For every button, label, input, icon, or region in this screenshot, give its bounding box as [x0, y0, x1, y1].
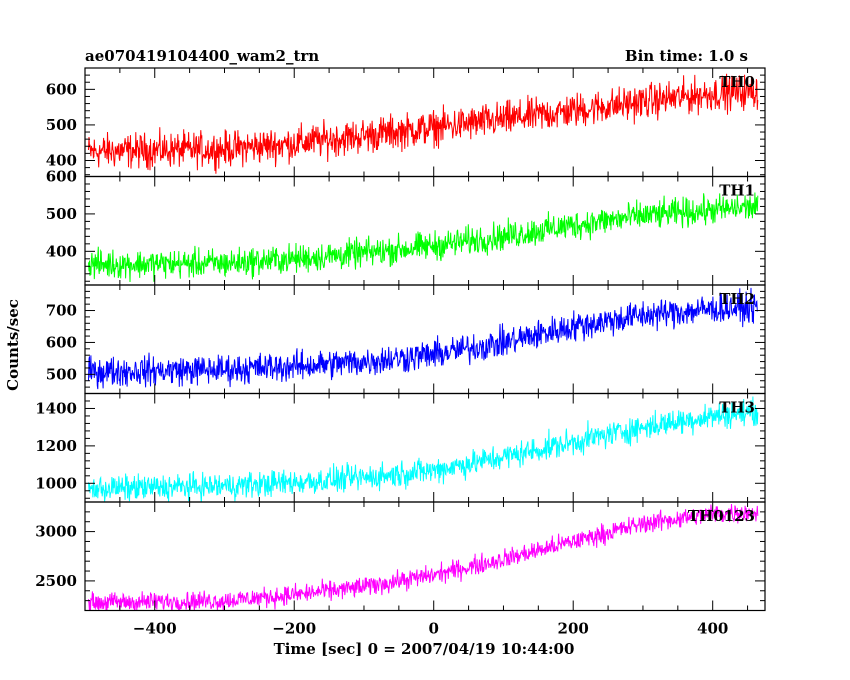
- x-tick-label: 200: [558, 620, 589, 638]
- bin-time-label: Bin time: 1.0 s: [625, 47, 748, 65]
- y-tick-label: 1000: [35, 474, 77, 492]
- y-tick-label: 1200: [35, 437, 77, 455]
- y-tick-label: 400: [46, 242, 77, 260]
- panel-th1: 400 500 600 TH1: [46, 168, 766, 286]
- x-axis-label: Time [sec] 0 = 2007/04/19 10:44:00: [274, 640, 575, 658]
- y-tick-label: 3000: [35, 523, 77, 541]
- y-tick-label: 600: [46, 80, 77, 98]
- y-tick-label: 700: [46, 302, 77, 320]
- x-tick-label: 400: [697, 620, 728, 638]
- panel-th3: 1000 1200 1400 TH3: [35, 392, 766, 503]
- series-line-th2: [88, 287, 759, 390]
- panel-label-th0123: TH0123: [688, 507, 755, 525]
- x-tick-label: −200: [272, 620, 316, 638]
- series-line-th0123: [88, 503, 759, 611]
- y-tick-label: 600: [46, 168, 77, 186]
- y-tick-label: 400: [46, 151, 77, 169]
- panel-label-th2: TH2: [719, 290, 755, 308]
- y-tick-label: 500: [46, 205, 77, 223]
- series-line-th3: [88, 396, 759, 502]
- panel-label-th1: TH1: [719, 182, 755, 200]
- panel-frame: [84, 501, 766, 612]
- panel-label-th0: TH0: [719, 73, 755, 91]
- y-tick-label: 1400: [35, 399, 77, 417]
- y-axis-label: Counts/sec: [4, 299, 22, 391]
- panel-th0123: 2500 3000 TH0123: [35, 501, 766, 612]
- series-line-th1: [88, 192, 759, 283]
- panel-label-th3: TH3: [719, 399, 755, 417]
- x-tick-label: −400: [133, 620, 177, 638]
- panel-th0: 400 500 600 TH0: [46, 67, 766, 178]
- series-line-th0: [88, 73, 759, 174]
- panels-group: 400 500 600 TH0 400 500 600 TH1 500 600 700 TH2 1000…: [35, 67, 766, 612]
- x-axis: −400 −200 0 200 400: [133, 620, 729, 638]
- panel-th2: 500 600 700 TH2: [46, 284, 766, 395]
- panel-frame: [84, 175, 766, 286]
- chart-title: ae070419104400_wam2_trn: [85, 47, 319, 65]
- y-tick-label: 500: [46, 116, 77, 134]
- x-tick-label: 0: [428, 620, 438, 638]
- y-tick-label: 600: [46, 333, 77, 351]
- panel-frame: [84, 67, 766, 178]
- y-tick-label: 2500: [35, 572, 77, 590]
- y-tick-label: 500: [46, 365, 77, 383]
